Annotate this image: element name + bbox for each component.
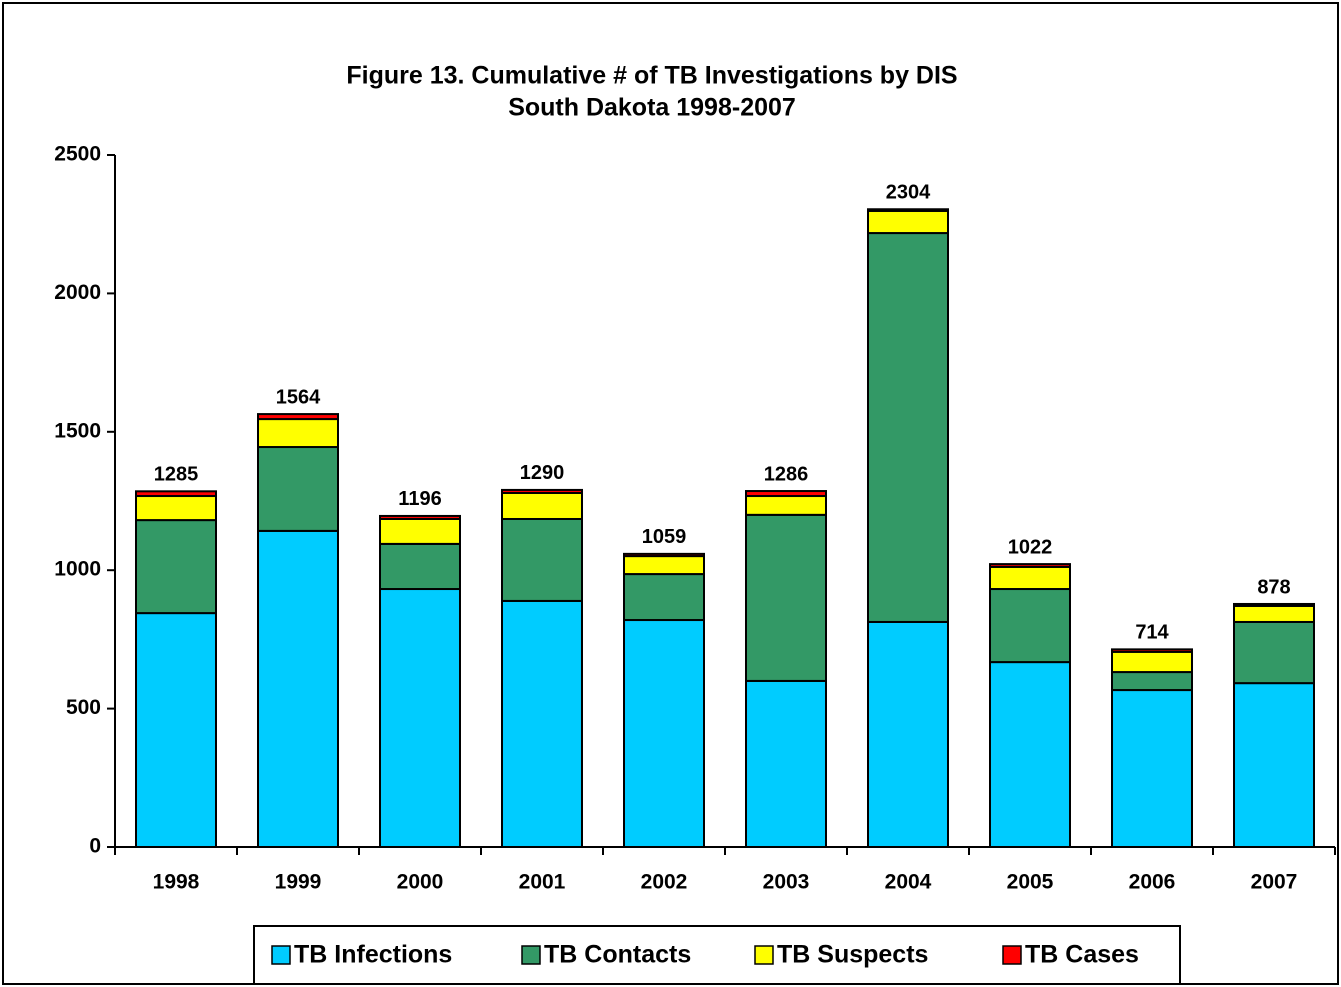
bar-segment (623, 552, 705, 558)
bar-segment (501, 599, 583, 848)
bar-segment (867, 209, 949, 235)
bar-segment (379, 517, 461, 545)
x-tick-label: 2007 (1251, 871, 1298, 894)
bar-segment (1111, 648, 1193, 653)
bar-segment (1233, 604, 1315, 623)
y-tick-label: 2500 (54, 143, 101, 166)
bar-segment (989, 563, 1071, 568)
x-tick-label: 2001 (519, 871, 566, 894)
legend-box (253, 925, 1181, 985)
y-tick-label: 500 (66, 696, 101, 719)
total-label: 1290 (520, 462, 565, 484)
bar-segment (135, 495, 217, 522)
x-tick-label: 2004 (885, 871, 932, 894)
bar-segment (867, 620, 949, 849)
total-label: 1196 (398, 488, 441, 510)
bar-segment (379, 588, 461, 848)
bar-segment (257, 529, 339, 848)
bar-segment (135, 612, 217, 848)
x-tick-label: 1999 (275, 871, 322, 894)
total-label: 714 (1135, 622, 1169, 644)
bar-segment (867, 208, 949, 212)
y-tick-label: 1500 (54, 419, 101, 442)
bar-segment (501, 517, 583, 602)
legend-label: TB Contacts (544, 941, 691, 969)
total-label: 878 (1257, 576, 1290, 598)
legend-label: TB Infections (294, 941, 452, 969)
x-tick-label: 1998 (153, 871, 200, 894)
bar-segment (745, 490, 827, 498)
bar-segment (1233, 682, 1315, 848)
bar-segment (623, 573, 705, 622)
bar-segment (257, 446, 339, 532)
bar-segment (135, 519, 217, 615)
x-tick-label: 2005 (1007, 871, 1054, 894)
legend-swatch (521, 945, 541, 965)
bar-segment (745, 679, 827, 848)
y-tick-label: 0 (89, 835, 101, 858)
total-label: 1059 (642, 526, 687, 548)
bar-segment (1111, 650, 1193, 674)
y-tick-label: 1000 (54, 558, 101, 581)
bar-segment (257, 413, 339, 421)
legend-label: TB Suspects (777, 941, 928, 969)
bar-segment (379, 542, 461, 591)
chart-title: Figure 13. Cumulative # of TB Investigat… (346, 62, 957, 90)
bar-segment (501, 491, 583, 520)
total-label: 2304 (886, 182, 931, 204)
bar-segment (257, 418, 339, 449)
chart-subtitle: South Dakota 1998-2007 (508, 94, 796, 122)
x-tick-label: 2002 (641, 871, 688, 894)
x-tick-label: 2003 (763, 871, 810, 894)
x-tick-label: 2006 (1129, 871, 1176, 894)
total-label: 1022 (1008, 536, 1053, 558)
total-label: 1286 (764, 463, 809, 485)
bar-segment (623, 555, 705, 576)
legend-swatch (754, 945, 774, 965)
bar-segment (867, 232, 949, 623)
bar-segment (1111, 671, 1193, 692)
bar-segment (745, 495, 827, 516)
legend-label: TB Cases (1025, 941, 1139, 969)
x-tick-label: 2000 (397, 871, 444, 894)
bar-segment (379, 514, 461, 520)
bar-segment (501, 488, 583, 494)
bar-segment (1111, 689, 1193, 848)
bar-segment (1233, 602, 1315, 607)
bar-segment (989, 588, 1071, 664)
total-label: 1564 (276, 386, 321, 408)
bar-segment (989, 565, 1071, 591)
legend-swatch (271, 945, 291, 965)
bar-segment (1233, 620, 1315, 685)
bar-segment (745, 513, 827, 682)
bar-segment (623, 619, 705, 848)
total-label: 1285 (154, 464, 199, 486)
bar-segment (989, 661, 1071, 848)
legend-swatch (1002, 945, 1022, 965)
y-tick-label: 2000 (54, 281, 101, 304)
bar-segment (135, 490, 217, 498)
